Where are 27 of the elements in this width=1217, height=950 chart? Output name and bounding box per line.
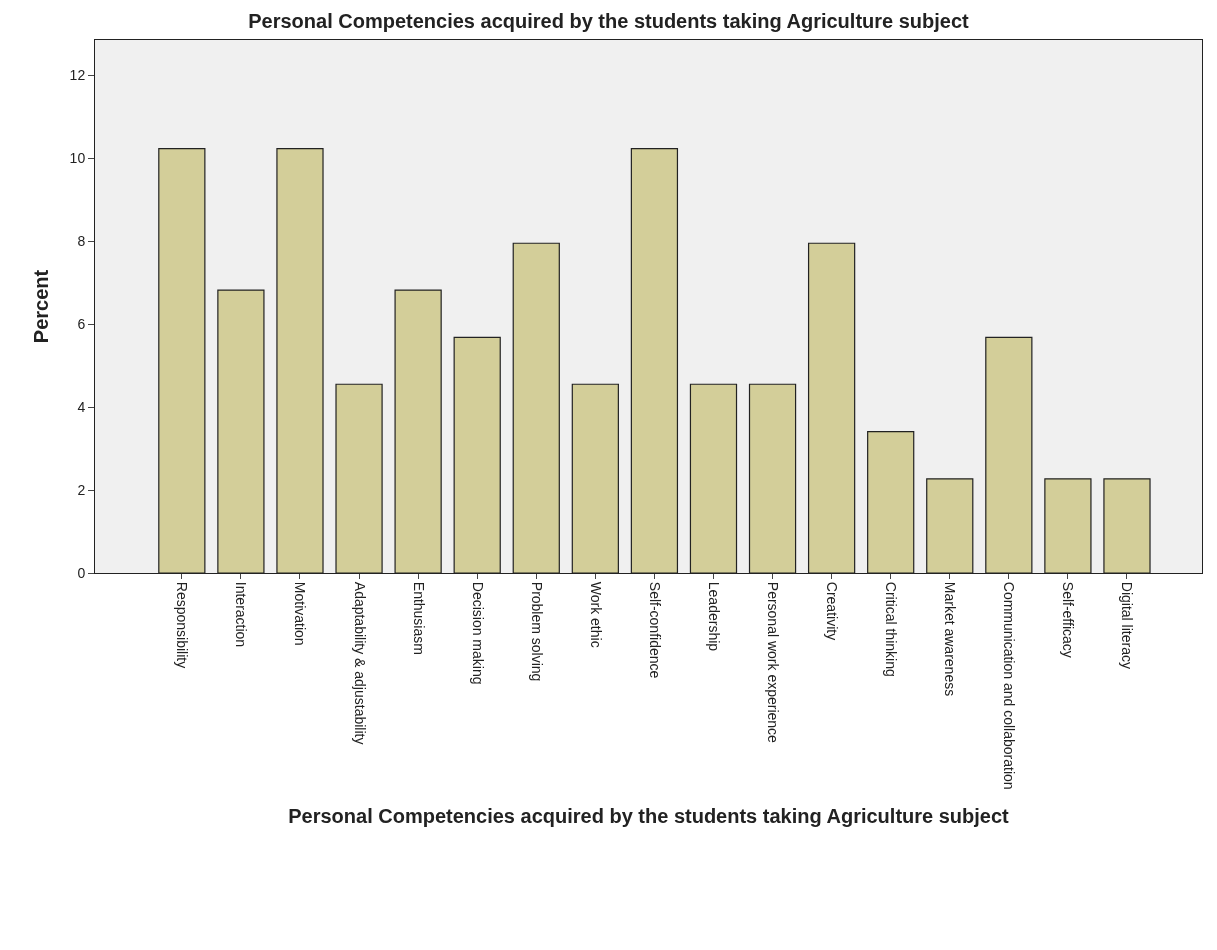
- x-tick-label: Problem solving: [528, 581, 545, 682]
- y-tick-label: 2: [77, 481, 86, 498]
- x-tick-label: Responsibility: [174, 581, 191, 669]
- x-tick-label: Work ethic: [587, 581, 604, 648]
- x-tick-label: Self-confidence: [646, 581, 663, 679]
- x-tick-label: Communication and collaboration: [1001, 581, 1018, 790]
- x-tick-label: Interaction: [233, 581, 250, 648]
- x-tick-label: Motivation: [292, 581, 309, 646]
- x-tick-label: Decision making: [469, 581, 486, 685]
- chart-title: Personal Competencies acquired by the students taking Agriculture subject: [248, 10, 970, 33]
- y-tick-label: 12: [69, 67, 86, 84]
- x-tick-label: Adaptability & adjustability: [351, 581, 368, 745]
- y-axis-title: Percent: [30, 269, 53, 344]
- x-tick-label: Self-efficacy: [1060, 581, 1077, 658]
- x-tick-label: Enthusiasm: [410, 581, 427, 655]
- y-tick-label: 8: [77, 233, 86, 250]
- x-tick-label: Personal work experience: [765, 581, 781, 744]
- y-tick-label: 0: [77, 564, 86, 581]
- x-tick-label: Market awareness: [942, 581, 959, 697]
- x-tick-label: Digital literacy: [1119, 581, 1136, 669]
- x-tick-label: Creativity: [824, 581, 841, 641]
- x-tick-label: Leadership: [705, 581, 722, 652]
- y-tick-label: 10: [69, 150, 86, 167]
- x-axis-title: Personal Competencies acquired by the students taking Agriculture subject: [288, 805, 1010, 828]
- y-tick-label: 6: [77, 316, 86, 333]
- x-tick-label: Critical thinking: [883, 581, 900, 677]
- y-tick-label: 4: [77, 398, 86, 415]
